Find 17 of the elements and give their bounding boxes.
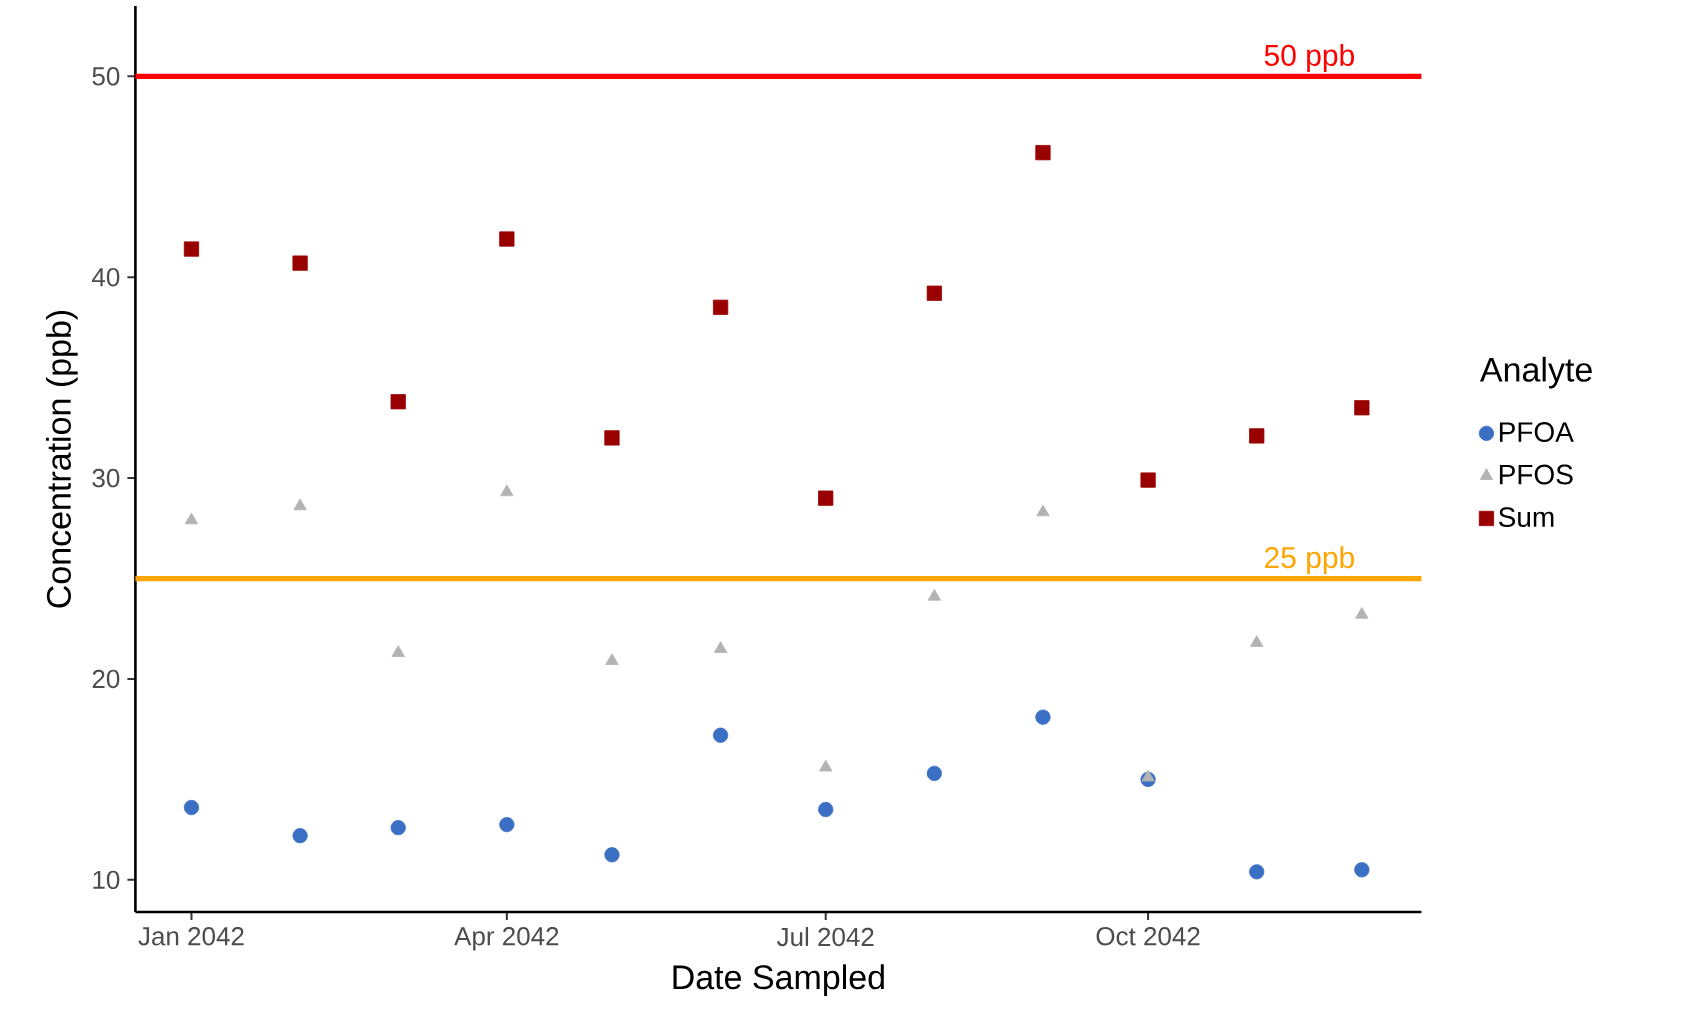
legend-label: Sum (1498, 507, 1554, 528)
legend-label: PFOA (1499, 422, 1574, 442)
legend-title: Analyte (1479, 356, 1592, 389)
x-tick-label: Oct 2042 (1096, 927, 1200, 946)
x-axis-title: Date Sampled (673, 964, 884, 997)
legend-label: PFOS (1499, 464, 1573, 485)
x-tick-label: Apr 2042 (454, 927, 559, 951)
y-tick-label: 20 (92, 669, 120, 689)
ref-line-label: 25 ppb (1265, 546, 1354, 575)
y-tick-label: 50 (92, 67, 120, 86)
x-tick-label: Jan 2042 (138, 927, 244, 946)
y-axis-title: Concentration (ppb) (46, 310, 78, 608)
y-tick-label: 30 (92, 468, 120, 488)
y-tick-label: 10 (93, 870, 120, 890)
y-tick-label: 40 (92, 267, 120, 287)
ref-line-label: 50 ppb (1264, 43, 1354, 72)
x-tick-label: Jul 2042 (776, 927, 874, 947)
